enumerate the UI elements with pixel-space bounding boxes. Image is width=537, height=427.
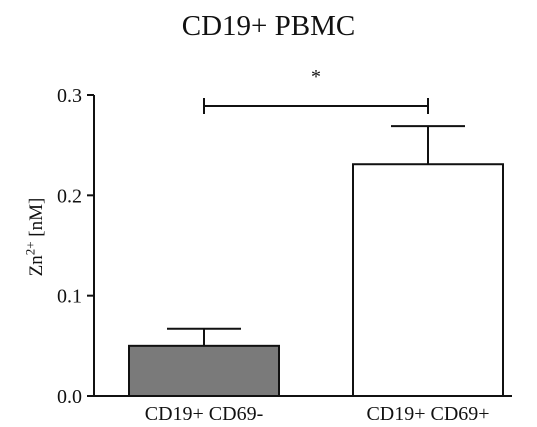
bar	[352, 163, 504, 397]
y-tick-label: 0.1	[57, 286, 82, 308]
y-tick-label: 0.2	[57, 185, 82, 207]
significance-label: *	[311, 66, 321, 88]
bar	[128, 344, 280, 398]
significance-bracket: *	[203, 66, 429, 114]
y-tick-label: 0.0	[57, 386, 82, 408]
error-bars	[167, 125, 465, 346]
x-tick-label: CD19+ CD69-	[145, 403, 264, 425]
y-tick-label: 0.3	[57, 85, 82, 107]
chart-title: CD19+ PBMC	[181, 10, 356, 42]
bars	[128, 163, 504, 398]
x-tick-label: CD19+ CD69+	[366, 403, 489, 425]
